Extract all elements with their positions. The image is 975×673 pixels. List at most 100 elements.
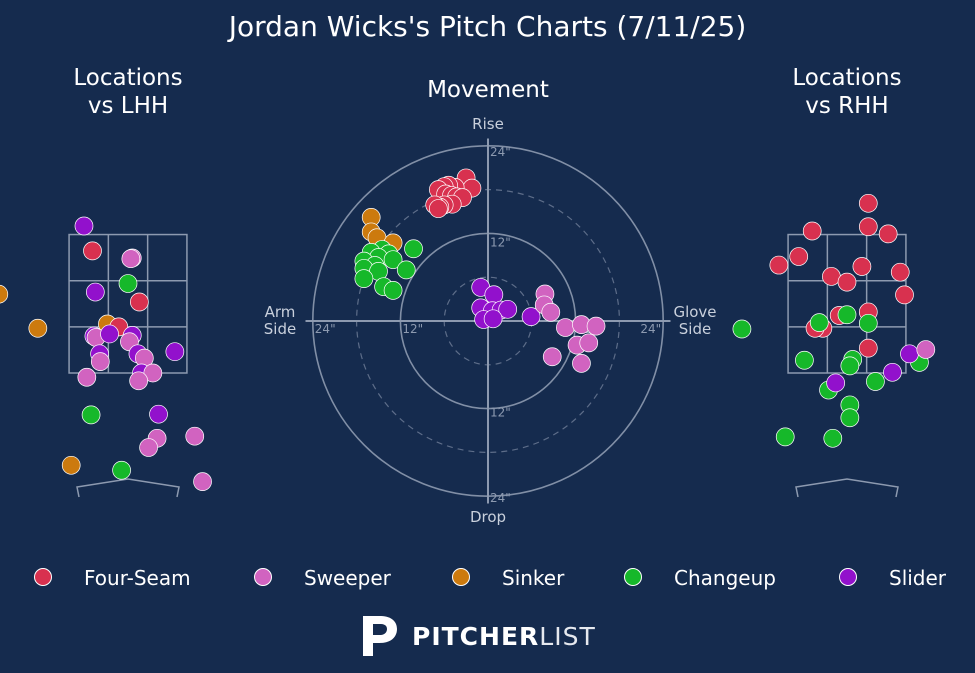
lhh-pitch-sinker: [61, 455, 81, 475]
rhh-pitch-four-seam: [852, 257, 872, 276]
movement-pitches: [354, 168, 606, 373]
rhh-pitch-four-seam: [895, 285, 914, 305]
rhh-pitch-four-seam: [802, 221, 822, 241]
lhh-pitch-four-seam: [83, 241, 102, 261]
rhh-pitch-changeup: [840, 408, 860, 428]
movement-ring-tick-label: 12": [490, 406, 511, 420]
movement-ring-tick-label: 24": [490, 491, 511, 505]
rhh-pitch-changeup: [795, 350, 814, 370]
legend-label-changeup: Changeup: [674, 566, 776, 590]
rhh-pitch-slider: [826, 373, 845, 393]
lhh-pitches: [0, 216, 212, 491]
movement-pitch-changeup: [383, 250, 403, 270]
brand-light-text: LIST: [539, 622, 596, 651]
movement-pitch-slider: [483, 309, 503, 329]
lhh-location-panel: [0, 216, 212, 498]
movement-ring-tick-label: 12": [490, 235, 511, 249]
legend-dot-slider: [839, 568, 857, 586]
lhh-pitch-slider: [85, 282, 105, 302]
lhh-pitch-sinker: [28, 318, 48, 338]
rhh-pitch-changeup: [809, 313, 829, 332]
rhh-panel-title: Locations vs RHH: [747, 64, 947, 120]
pitcherlist-p-icon: [363, 616, 397, 656]
rhh-pitch-changeup: [823, 428, 843, 448]
brand-bold-text: PITCHER: [412, 622, 540, 651]
movement-pitch-sweeper: [579, 333, 599, 353]
movement-ring-tick-label: 24": [315, 322, 336, 336]
lhh-pitch-four-seam: [130, 292, 149, 312]
movement-pitch-sweeper: [586, 316, 606, 336]
movement-arm-label-line1: Arm: [265, 303, 296, 321]
lhh-pitch-sweeper: [121, 249, 141, 269]
rhh-pitch-four-seam: [769, 255, 789, 275]
rhh-pitch-sweeper: [916, 340, 936, 359]
lhh-pitch-changeup: [112, 460, 131, 480]
movement-pitch-changeup: [404, 239, 423, 259]
lhh-zone-outline: [68, 233, 188, 374]
lhh-pitch-sweeper: [139, 438, 158, 457]
legend: Four-Seam Sweeper Sinker Changeup Slider: [0, 562, 975, 594]
legend-label-sinker: Sinker: [502, 566, 565, 590]
movement-panel: 24"12"12"24"24"12"12"24"RiseDropArmSideG…: [264, 115, 717, 526]
lhh-pitch-changeup: [118, 274, 138, 293]
movement-pitch-sweeper: [542, 347, 562, 367]
lhh-pitch-sinker: [0, 284, 9, 304]
legend-dot-sweeper: [254, 568, 272, 586]
rhh-pitch-four-seam: [858, 217, 878, 237]
rhh-pitch-four-seam: [789, 247, 809, 266]
lhh-pitch-slider: [74, 216, 94, 236]
lhh-pitch-changeup: [81, 405, 101, 425]
rhh-pitches: [732, 193, 936, 448]
rhh-pitch-four-seam: [858, 338, 878, 358]
legend-dot-sinker: [452, 568, 470, 586]
rhh-pitch-four-seam: [837, 272, 857, 292]
movement-pitch-sweeper: [541, 302, 561, 322]
movement-pitch-slider: [521, 307, 541, 326]
lhh-pitch-sweeper: [90, 352, 110, 371]
movement-ring-labels: 24"12"12"24"24"12"12"24": [315, 145, 661, 505]
movement-rise-label: Rise: [472, 115, 504, 133]
rhh-pitch-changeup: [732, 319, 752, 339]
rhh-title-line2: vs RHH: [805, 93, 889, 119]
rhh-pitch-changeup: [775, 427, 795, 447]
legend-dot-four-seam: [34, 568, 52, 586]
rhh-pitch-four-seam: [890, 262, 910, 282]
lhh-pitch-sweeper: [129, 371, 148, 391]
rhh-pitch-four-seam: [878, 224, 898, 244]
lhh-pitch-sweeper: [77, 367, 97, 387]
lhh-pitch-sweeper: [143, 363, 163, 383]
lhh-title-line2: vs LHH: [87, 93, 169, 119]
movement-ring-tick-label: 24": [490, 145, 511, 159]
movement-arm-label-line2: Side: [264, 320, 296, 338]
movement-pitch-changeup: [354, 269, 374, 289]
pitcherlist-logo: PITCHERLIST: [360, 612, 600, 658]
rhh-pitch-changeup: [858, 313, 878, 333]
movement-pitch-sweeper: [556, 318, 575, 337]
legend-dot-changeup: [624, 568, 642, 586]
lhh-title-line1: Locations: [73, 65, 183, 91]
rhh-pitch-changeup: [840, 356, 860, 376]
rhh-pitch-slider: [883, 362, 902, 382]
movement-pitch-sweeper: [572, 353, 591, 373]
movement-ring-tick-label: 24": [640, 322, 661, 336]
lhh-pitch-sweeper: [185, 426, 205, 446]
rhh-home-plate: [795, 478, 899, 498]
pitcherlist-wordmark: PITCHERLIST: [412, 622, 596, 651]
lhh-panel-title: Locations vs LHH: [28, 64, 228, 120]
movement-pitch-changeup: [383, 280, 403, 300]
legend-label-sweeper: Sweeper: [304, 566, 391, 590]
rhh-pitch-changeup: [866, 372, 885, 391]
lhh-pitch-slider: [100, 324, 119, 344]
movement-pitch-changeup: [396, 260, 416, 280]
lhh-pitch-slider: [149, 404, 168, 424]
movement-glove-label-line2: Side: [679, 320, 711, 338]
rhh-pitch-four-seam: [858, 193, 878, 213]
chart-title: Jordan Wicks's Pitch Charts (7/11/25): [228, 10, 747, 43]
rhh-pitch-changeup: [837, 305, 857, 325]
rhh-title-line1: Locations: [792, 65, 902, 91]
movement-pitch-four-seam: [429, 199, 448, 218]
movement-glove-label-line1: Glove: [673, 303, 716, 321]
legend-label-slider: Slider: [889, 566, 947, 590]
